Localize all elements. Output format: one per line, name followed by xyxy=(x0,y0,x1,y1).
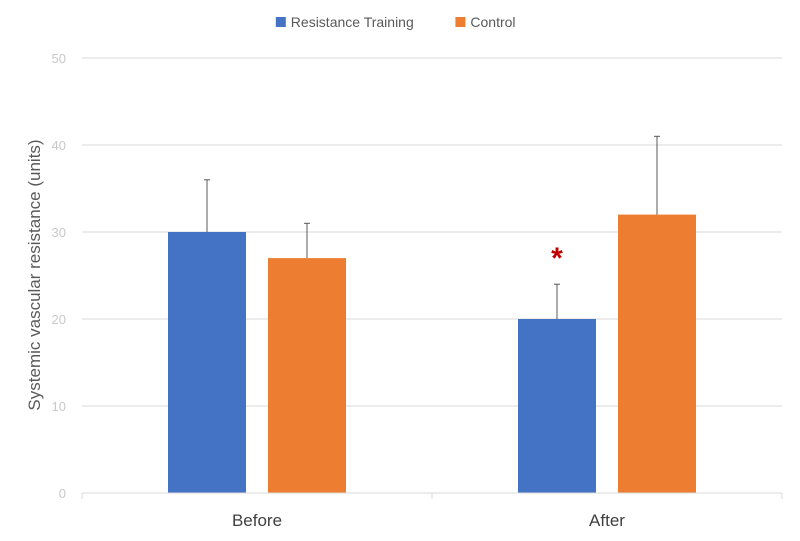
bar xyxy=(618,214,696,493)
legend-label: Resistance Training xyxy=(291,14,414,30)
y-tick-label: 0 xyxy=(59,486,66,501)
y-tick-label: 40 xyxy=(52,138,66,153)
bar xyxy=(518,319,596,493)
bar xyxy=(268,258,346,493)
legend: Resistance Training Control xyxy=(275,14,516,30)
legend-swatch xyxy=(275,17,286,27)
y-tick-label: 20 xyxy=(52,312,66,327)
x-tick-label: Before xyxy=(232,511,282,530)
x-tick-label: After xyxy=(589,511,625,530)
legend-swatch xyxy=(455,17,466,27)
bars xyxy=(168,214,696,493)
y-axis-title: Systemic vascular resistance (units) xyxy=(25,139,44,410)
error-bars xyxy=(204,135,660,319)
bar xyxy=(168,232,246,493)
annotations: * xyxy=(551,242,563,275)
significance-marker: * xyxy=(551,242,563,275)
y-tick-label: 50 xyxy=(52,51,66,66)
legend-label: Control xyxy=(470,14,515,30)
x-axis: Before After xyxy=(81,492,783,530)
y-tick-label: 10 xyxy=(52,399,66,414)
y-axis-ticks: 0 10 20 30 40 50 xyxy=(52,51,66,501)
y-tick-label: 30 xyxy=(52,225,66,240)
